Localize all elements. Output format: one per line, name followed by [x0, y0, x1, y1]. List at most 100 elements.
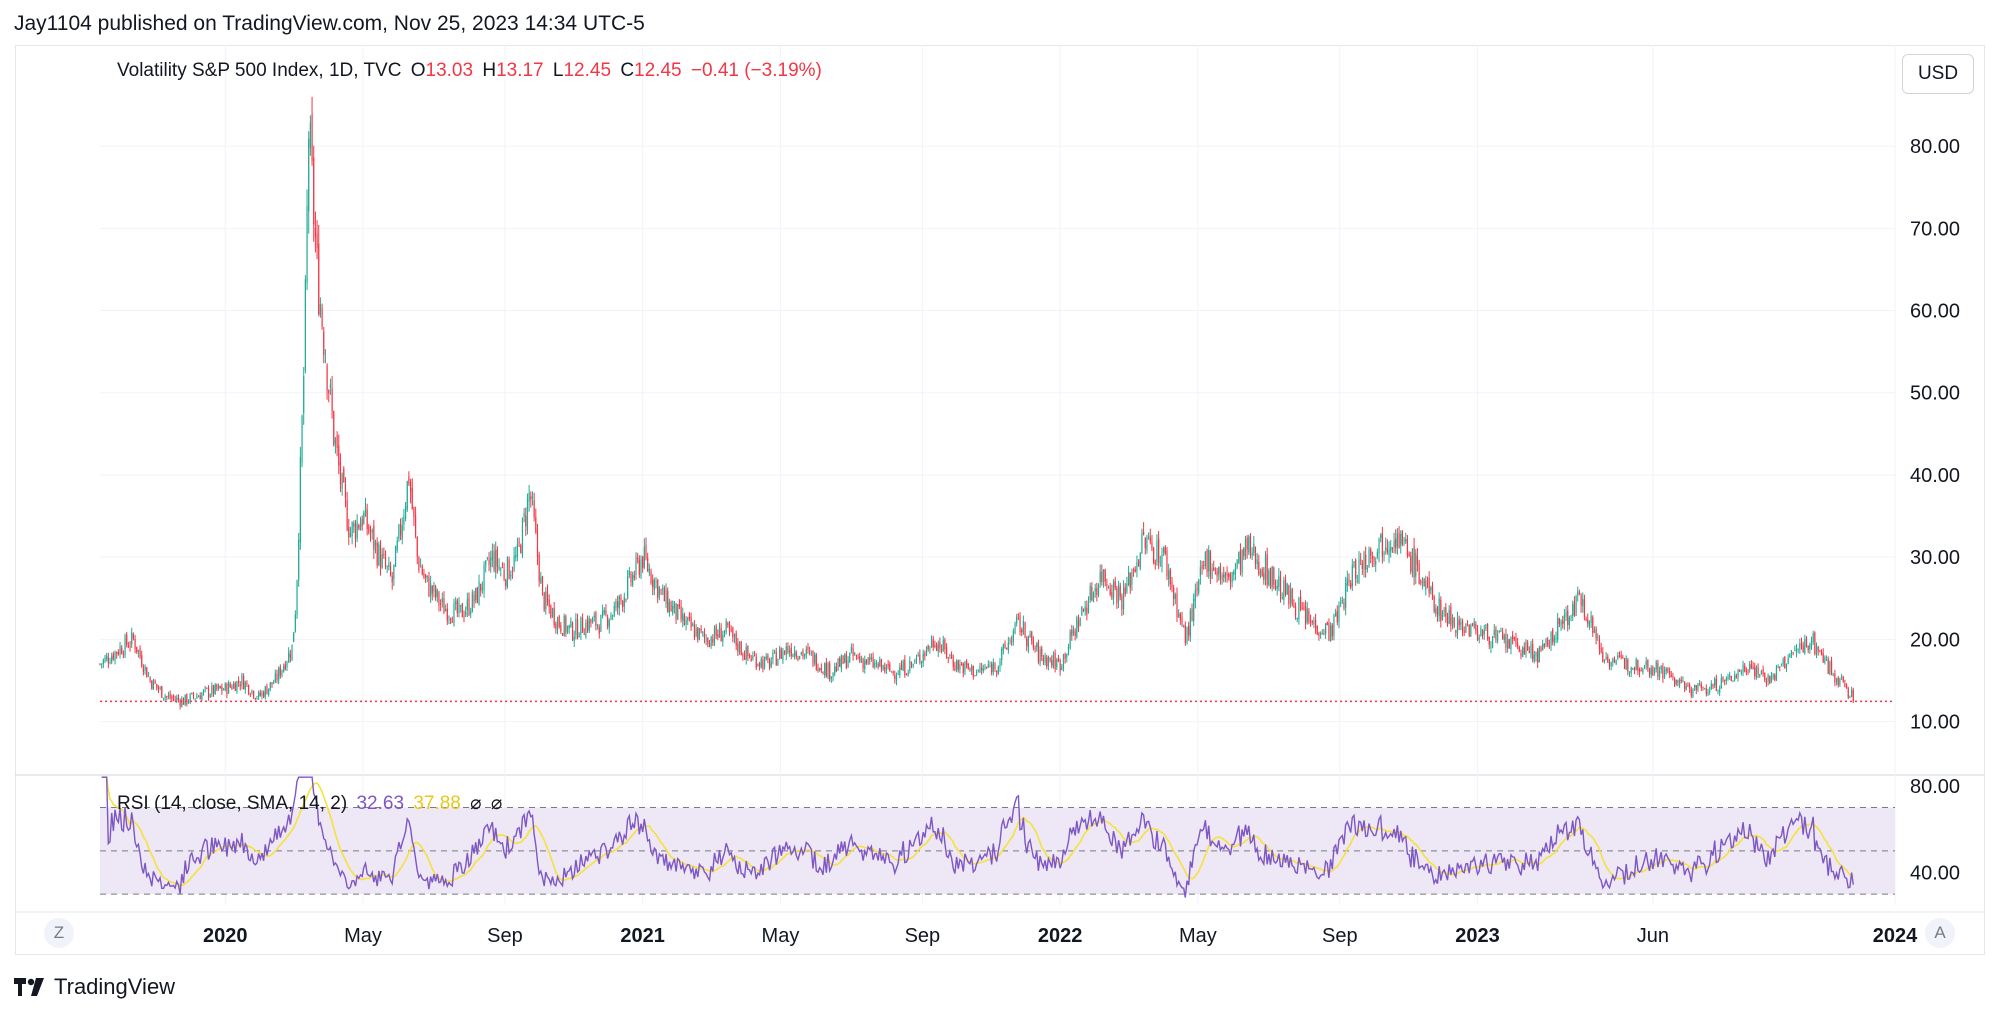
candle-body	[353, 522, 355, 527]
candle-body	[563, 615, 565, 636]
candle-body	[782, 651, 784, 661]
candle-body	[1603, 660, 1606, 661]
candle-body	[1752, 666, 1754, 670]
chart-frame[interactable]	[15, 45, 1985, 955]
candle-body	[1348, 580, 1350, 583]
rsi-title[interactable]: RSI (14, close, SMA, 14, 2)	[117, 793, 348, 814]
candle-body	[244, 681, 246, 690]
candle-body	[291, 644, 293, 660]
candle-body	[404, 506, 407, 519]
candle-body	[182, 698, 185, 705]
candle-body	[1608, 661, 1611, 666]
candle-body	[1127, 571, 1130, 585]
candle-body	[226, 683, 228, 695]
candle-body	[301, 416, 303, 463]
candle-body	[1765, 681, 1768, 684]
candle-body	[555, 623, 557, 629]
candle-body	[1403, 539, 1405, 541]
candle-body	[1699, 683, 1701, 685]
candle-body	[1720, 677, 1722, 689]
candle-body	[1111, 591, 1113, 599]
candle-body	[1056, 659, 1058, 668]
candle-body	[839, 658, 841, 667]
candle-body	[1325, 623, 1327, 634]
candle-body	[1299, 596, 1302, 610]
candle-body	[408, 476, 410, 484]
candle-body	[1658, 670, 1661, 678]
candle-body	[1705, 688, 1707, 695]
currency-button[interactable]: USD	[1902, 54, 1974, 94]
candle-body	[253, 691, 255, 698]
candle-body	[600, 615, 602, 632]
candle-body	[1365, 554, 1367, 569]
candle-body	[1376, 551, 1378, 558]
candle-body	[379, 545, 382, 570]
candle-body	[688, 615, 691, 619]
candle-body	[1552, 629, 1554, 642]
candle-body	[1274, 585, 1277, 589]
candle-body	[445, 609, 447, 612]
candle-body	[207, 687, 210, 697]
candle-body	[1004, 642, 1006, 649]
candle-body	[1754, 667, 1756, 677]
candle-body	[1246, 537, 1248, 550]
candle-body	[735, 632, 737, 646]
candle-body	[1340, 602, 1342, 604]
candle-body	[1425, 580, 1427, 590]
candle-body	[1031, 631, 1033, 641]
candle-body	[1692, 688, 1694, 697]
candle-body	[1076, 617, 1078, 637]
candle-body	[820, 668, 822, 670]
candle-body	[612, 615, 614, 617]
symbol-title[interactable]: Volatility S&P 500 Index, 1D, TVC	[117, 60, 402, 81]
candle-body	[633, 575, 635, 578]
candle-body	[1158, 538, 1160, 563]
candle-body	[919, 654, 921, 662]
candle-body	[1446, 616, 1449, 626]
candle-body	[1697, 683, 1699, 690]
candle-body	[1391, 547, 1393, 550]
candle-body	[939, 641, 941, 649]
candle-body	[1218, 567, 1220, 575]
candle-body	[904, 659, 906, 676]
candle-body	[374, 541, 377, 547]
candle-body	[411, 488, 413, 509]
y-tick-label: 80.00	[1910, 136, 1960, 158]
candle-body	[1463, 631, 1465, 633]
candle-body	[1346, 578, 1348, 586]
candle-body	[192, 693, 195, 698]
candle-body	[1306, 608, 1308, 623]
candle-body	[533, 500, 535, 518]
candle-body	[455, 602, 457, 605]
candle-body	[243, 676, 245, 690]
candle-body	[894, 675, 896, 679]
auto-scale-button[interactable]: A	[1925, 918, 1955, 948]
candle-body	[1485, 624, 1487, 630]
candle-body	[1401, 531, 1404, 545]
candle-body	[882, 665, 884, 670]
candle-body	[1835, 678, 1838, 682]
candle-body	[1625, 657, 1627, 670]
candle-body	[1770, 676, 1773, 682]
candle-body	[670, 602, 672, 612]
candle-body	[278, 668, 280, 681]
candle-body	[1518, 646, 1520, 652]
candle-body	[889, 663, 891, 672]
candle-body	[107, 657, 109, 664]
candle-body	[657, 579, 659, 599]
candle-body	[1719, 688, 1721, 693]
candle-body	[1553, 637, 1555, 644]
candle-body	[777, 659, 779, 666]
footer-brand[interactable]: TradingView	[14, 974, 175, 1000]
candle-body	[149, 677, 151, 681]
candle-body	[1333, 614, 1335, 636]
zoom-reset-button[interactable]: Z	[44, 918, 74, 948]
candle-body	[1617, 655, 1619, 659]
candle-body	[1396, 533, 1399, 547]
candle-body	[306, 206, 308, 283]
candle-body	[171, 697, 173, 699]
candle-body	[1072, 628, 1075, 634]
candle-body	[610, 614, 612, 619]
candle-body	[1114, 581, 1116, 588]
